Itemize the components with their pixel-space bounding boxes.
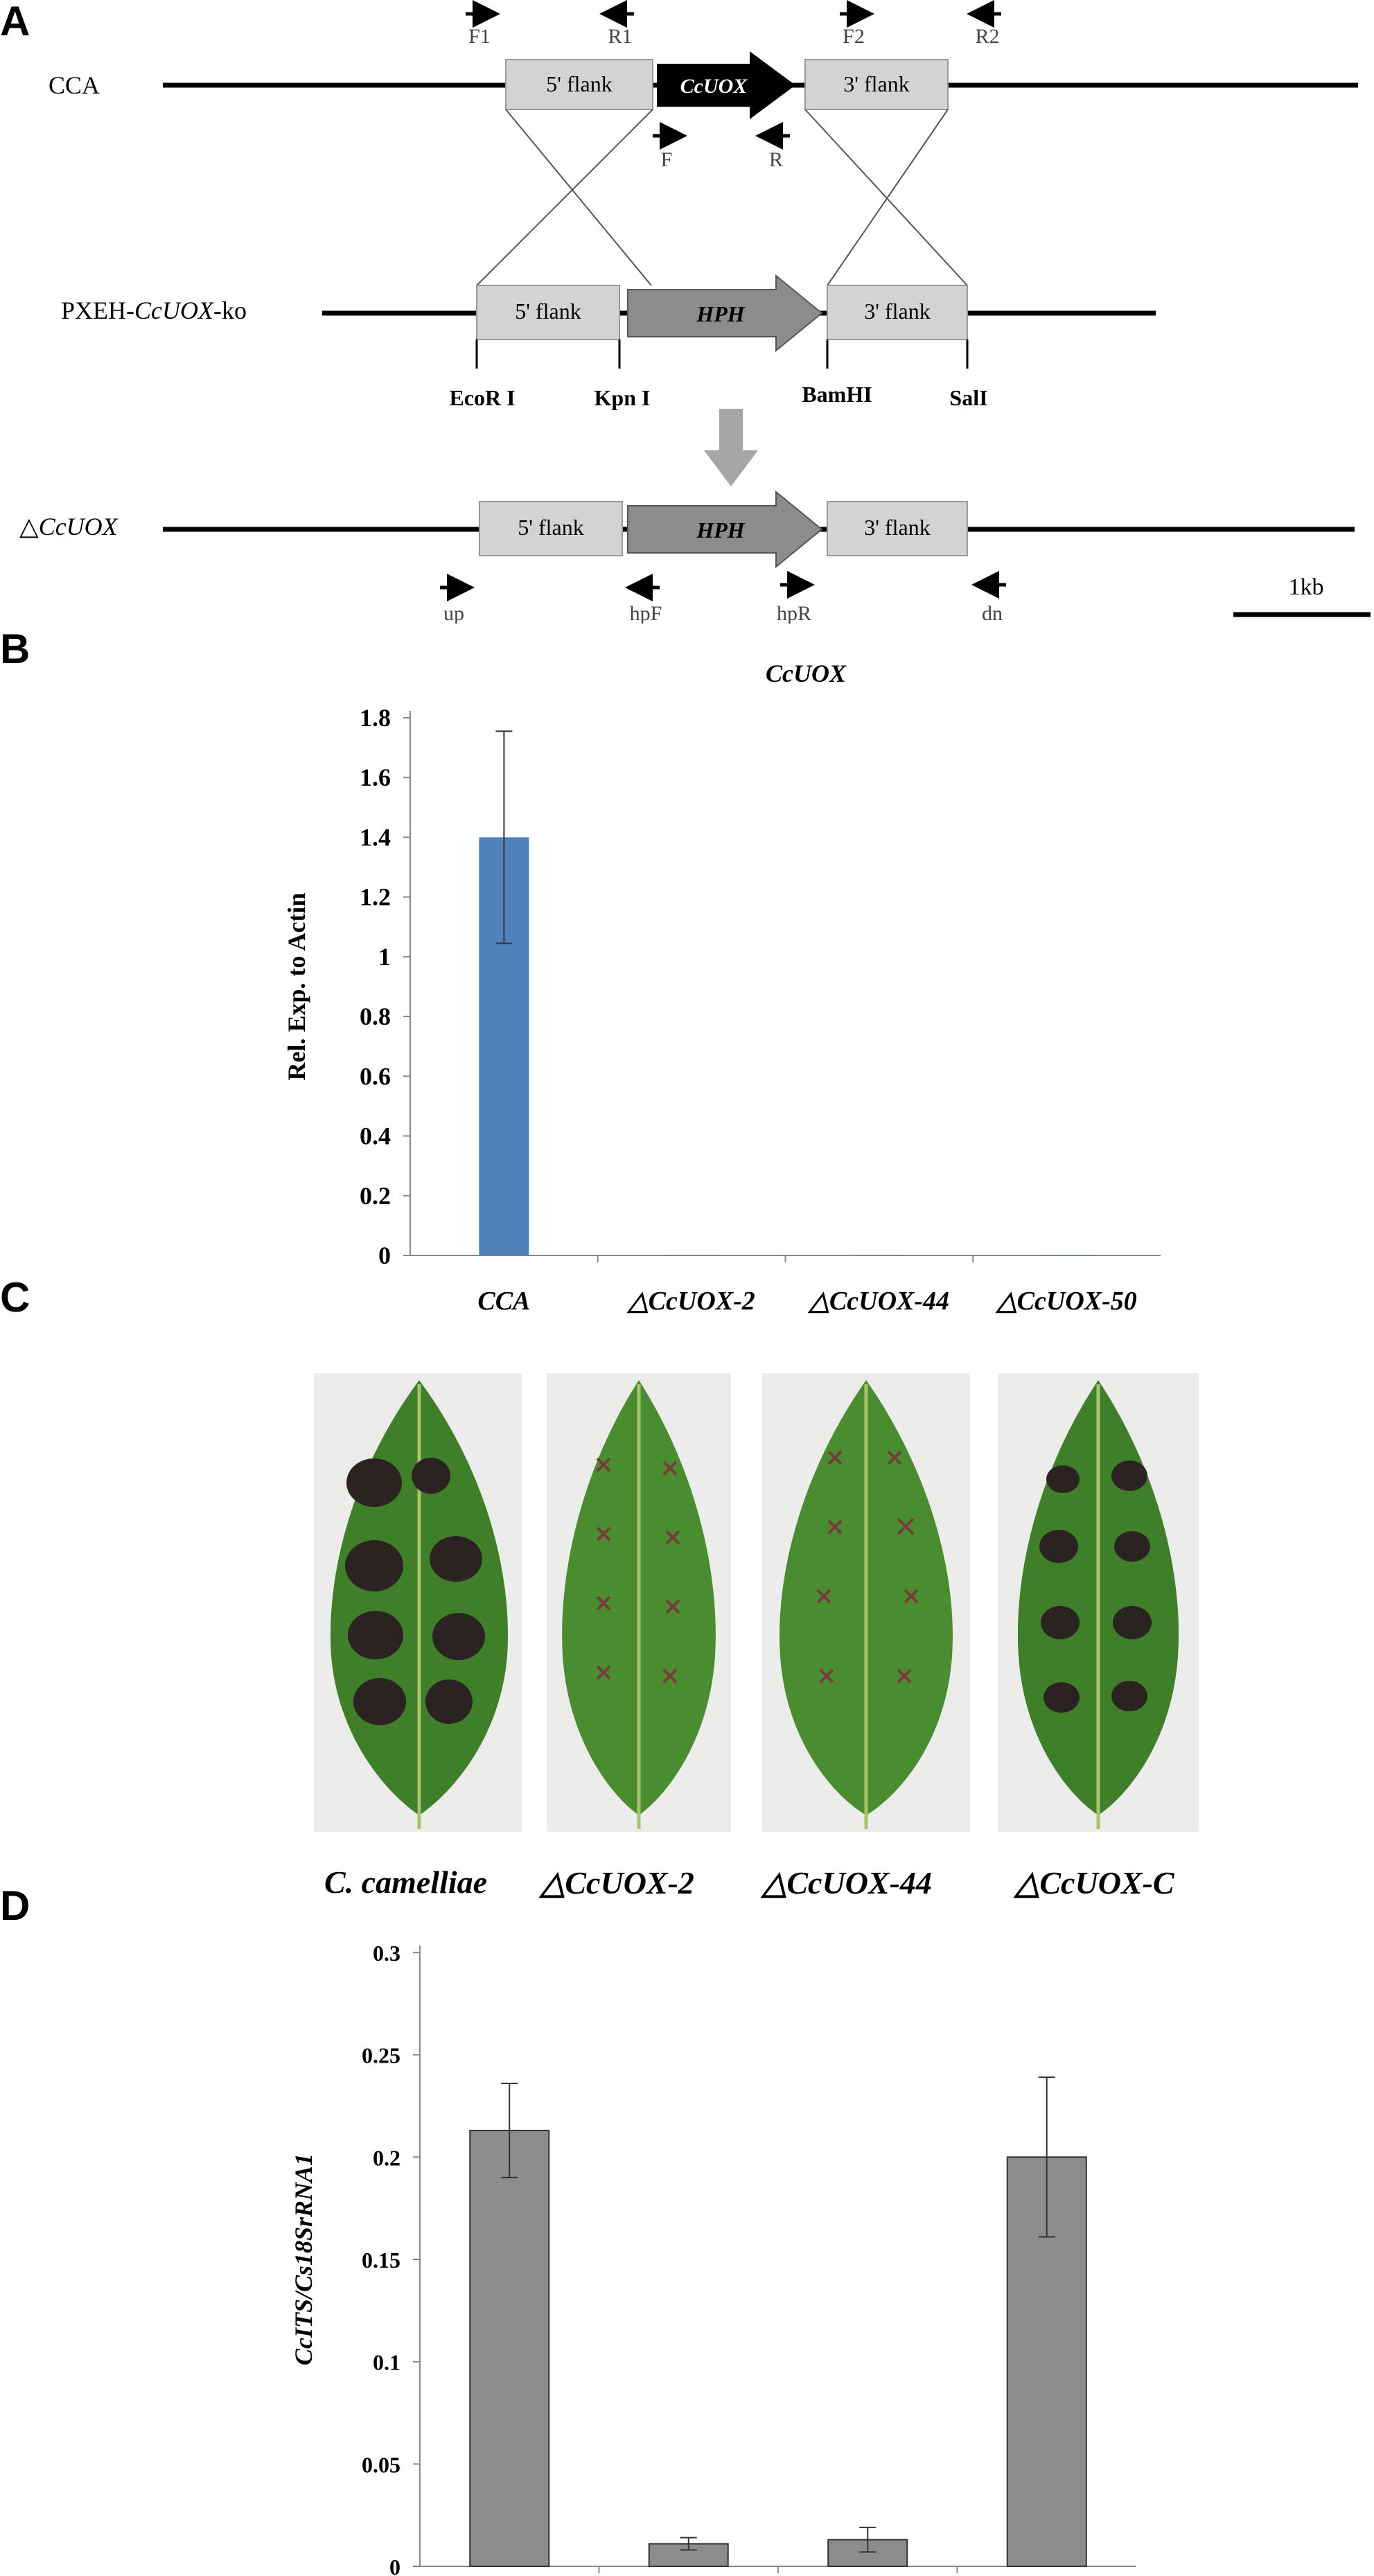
site-kpni-label: Kpn I — [594, 385, 651, 410]
three-flank-box-cca — [804, 59, 949, 110]
site-ecori-label: EcoR I — [449, 385, 515, 410]
chart-b-y-tick-label: 0.6 — [360, 1062, 391, 1090]
hph-label-mutant: HPH — [696, 518, 745, 542]
row-label-pxeh: PXEH-CcUOX-ko — [61, 297, 247, 324]
hph-arrow-vector — [627, 274, 823, 353]
chart-d-y-tick-label: 0.2 — [373, 2145, 400, 2170]
fungal-biomass-bar-chart: 00.050.10.150.20.250.3C. camelliae△CcUOX… — [290, 1941, 1136, 2576]
chart-b-y-tick-label: 0 — [378, 1242, 391, 1269]
row-label-cca: CCA — [49, 71, 100, 99]
five-flank-label-cca: 5' flank — [546, 71, 613, 96]
chart-b-y-tick-label: 0.2 — [360, 1182, 391, 1210]
five-flank-box-vector — [476, 285, 620, 340]
five-flank-label-mutant: 5' flank — [518, 515, 584, 540]
knockout-construct-diagram: CCA 5' flank CcUOX 3' flank F1 R1 F2 R2 … — [19, 0, 1371, 624]
primer-f-label: F — [661, 148, 673, 171]
leaf-caption-4: △CcUOX-C — [1015, 1865, 1174, 1900]
expression-bar-chart: 0 0.2 0.4 0.6 0.8 1 1.2 1.4 1.6 1.8 CCA △CcUOX-2 △Cc… — [283, 660, 1161, 1316]
chart-d-y-tick-label: 0.25 — [362, 2043, 400, 2068]
primer-hpf-label: hpF — [630, 602, 662, 624]
row-label-mutant: △CcUOX — [19, 513, 119, 540]
primer-r2-label: R2 — [975, 25, 999, 48]
chart-d-y-axis-label: CcITS/Cs18SrRNA1 — [290, 2153, 317, 2365]
chart-b-category-label: △CcUOX-2 — [626, 1287, 755, 1316]
chart-d-y-tick-label: 0.3 — [373, 1941, 400, 1966]
hph-arrow-mutant — [627, 490, 823, 569]
chart-b-y-axis-label: Rel. Exp. to Actin — [283, 892, 310, 1080]
leaf-caption-1: C. camelliae — [324, 1864, 488, 1900]
chart-d-y-tick-label: 0.1 — [373, 2350, 400, 2375]
primer-r-label: R — [769, 148, 783, 171]
primer-up-label: up — [443, 602, 464, 624]
leaf-photo-c-camelliae — [314, 1373, 522, 1832]
primer-f2-label: F2 — [843, 25, 865, 48]
site-bamhi-label: BamHI — [802, 382, 872, 407]
three-flank-box-mutant — [827, 501, 968, 556]
chart-b-category-label: △CcUOX-50 — [994, 1287, 1136, 1316]
chart-b-y-tick-label: 1.4 — [360, 823, 391, 851]
chart-d-bar — [648, 2543, 729, 2567]
hph-label-vector: HPH — [696, 301, 745, 326]
chart-b-y-tick-label: 1.2 — [360, 883, 391, 911]
primer-hpr-label: hpR — [777, 602, 811, 624]
chart-b-title: CcUOX — [766, 660, 847, 687]
primer-dn-label: dn — [982, 602, 1003, 624]
leaf-photo-ccuox-44 — [762, 1373, 970, 1832]
three-flank-box-vector — [827, 285, 968, 340]
chart-b-y-tick-label: 0.8 — [360, 1003, 391, 1030]
five-flank-box-cca — [505, 59, 653, 110]
panel-label-c: C — [0, 1274, 30, 1321]
chart-b-bar — [854, 1255, 904, 1256]
chart-b-category-label: CCA — [477, 1287, 530, 1316]
gene-arrow-ccuox — [657, 51, 795, 119]
leaf-caption-2: △CcUOX-2 — [540, 1865, 694, 1900]
restriction-site-ticks — [475, 339, 969, 369]
transformation-arrow — [704, 409, 758, 486]
panel-label-d: D — [0, 1882, 30, 1929]
crossover-lines — [476, 109, 968, 286]
site-sali-label: SalI — [949, 385, 987, 410]
chart-d-y-tick-label: 0.15 — [362, 2248, 400, 2273]
chart-b-y-tick-label: 1.8 — [360, 704, 391, 732]
leaf-caption-3: △CcUOX-44 — [762, 1865, 932, 1900]
chart-b-y-tick-label: 1.6 — [360, 764, 391, 791]
scale-bar-label: 1kb — [1289, 574, 1324, 600]
chart-d-bar — [469, 2129, 550, 2567]
five-flank-box-mutant — [479, 501, 623, 556]
panel-label-a: A — [0, 0, 30, 44]
chart-b-y-tick-label: 1 — [378, 943, 391, 971]
chart-d-y-tick-label: 0 — [389, 2555, 400, 2576]
three-flank-label-cca: 3' flank — [843, 71, 910, 96]
chart-b-bar — [667, 1255, 717, 1256]
primer-f1-label: F1 — [468, 25, 491, 48]
primer-r1-label: R1 — [608, 25, 632, 48]
chart-b-category-label: △CcUOX-44 — [807, 1287, 949, 1316]
panel-label-b: B — [0, 626, 30, 672]
leaf-images — [314, 1373, 1199, 1832]
five-flank-label-vector: 5' flank — [515, 299, 581, 324]
leaf-photo-ccuox-2 — [547, 1373, 731, 1832]
gene-label-ccuox: CcUOX — [680, 75, 748, 98]
three-flank-label-vector: 3' flank — [864, 299, 931, 324]
leaf-photo-ccuox-c — [998, 1373, 1199, 1832]
chart-b-y-tick-label: 0.4 — [360, 1122, 391, 1150]
three-flank-label-mutant: 3' flank — [864, 515, 931, 540]
chart-d-y-tick-label: 0.05 — [362, 2452, 400, 2477]
